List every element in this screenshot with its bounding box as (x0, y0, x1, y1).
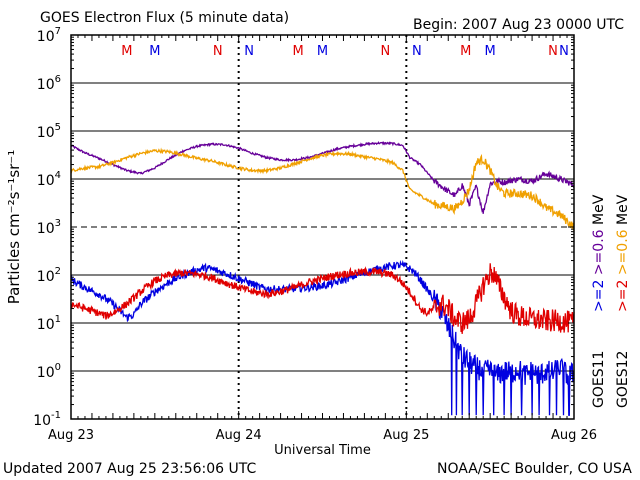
begin-date: Begin: 2007 Aug 23 0000 UTC (413, 17, 624, 33)
label-layer: 10-1 100 101 102 103 104 105 106 107 Aug 23 Aug 24… (5, 26, 631, 458)
series-line-goes12-2-mev (70, 263, 575, 334)
series-line-goes12-0-6-mev (70, 147, 575, 232)
series-layer (70, 140, 575, 416)
y-tick-label: 102 (37, 266, 61, 285)
y-tick-label: 107 (37, 26, 61, 45)
x-tick-label: Aug 26 (551, 428, 597, 443)
y-tick-label: 10-1 (33, 410, 61, 429)
local-time-marker: M (460, 44, 471, 59)
local-time-marker: N (548, 44, 558, 59)
y-tick-label: 105 (37, 122, 61, 141)
grid-layer (71, 35, 574, 419)
y-tick-label: 100 (37, 362, 61, 381)
local-time-marker: M (485, 44, 496, 59)
y-tick-label: 106 (37, 74, 61, 93)
legend-goes12-label: GOES12 (615, 351, 631, 408)
y-axis-label: Particles cm⁻²s⁻¹sr⁻¹ (5, 150, 23, 304)
local-time-marker: N (559, 44, 569, 59)
series-line-goes11-2-mev (70, 259, 575, 416)
x-tick-label: Aug 25 (383, 428, 429, 443)
axis-layer (70, 34, 575, 420)
legend-goes11-channels: >=2 >=0.6 MeV (591, 194, 607, 312)
updated-timestamp: Updated 2007 Aug 25 23:56:06 UTC (3, 461, 257, 477)
local-time-marker: M (121, 44, 132, 59)
source-credit: NOAA/SEC Boulder, CO USA (437, 461, 632, 477)
y-tick-label: 101 (37, 314, 61, 333)
x-tick-label: Aug 23 (48, 428, 94, 443)
x-tick-label: Aug 24 (216, 428, 262, 443)
local-time-marker: N (381, 44, 391, 59)
y-tick-label: 103 (37, 218, 61, 237)
local-time-marker: N (213, 44, 223, 59)
chart-title: GOES Electron Flux (5 minute data) (40, 10, 290, 26)
local-time-marker: N (412, 44, 422, 59)
series-line-goes11-0-6-mev (70, 140, 575, 214)
local-time-marker: M (317, 44, 328, 59)
legend-goes11-label: GOES11 (591, 351, 607, 408)
y-tick-label: 104 (37, 170, 61, 189)
local-time-marker: M (292, 44, 303, 59)
local-time-marker: N (244, 44, 254, 59)
local-time-marker: M (149, 44, 160, 59)
legend-goes12-channels: >=2 >=0.6 MeV (615, 194, 631, 312)
x-axis-label: Universal Time (274, 443, 371, 458)
